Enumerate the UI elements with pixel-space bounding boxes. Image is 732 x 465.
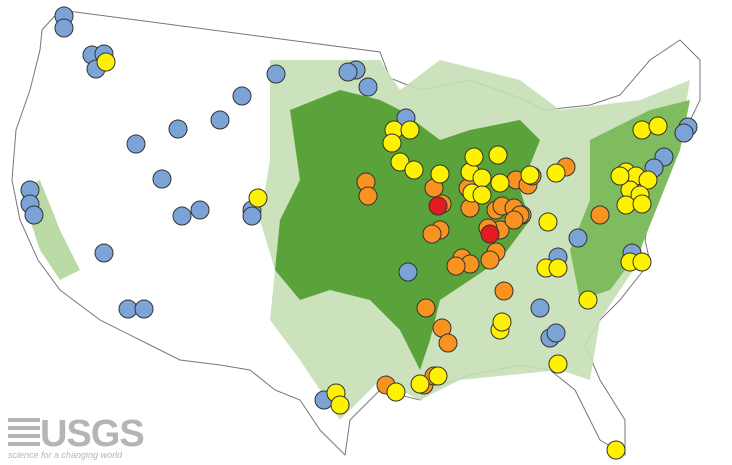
site-marker <box>338 62 358 82</box>
site-marker <box>96 52 116 72</box>
site-marker <box>632 120 652 140</box>
site-marker <box>430 164 450 184</box>
site-marker <box>358 186 378 206</box>
site-marker <box>568 228 588 248</box>
site-marker <box>168 119 188 139</box>
logo: USGS science for a changing world <box>8 413 145 460</box>
site-marker <box>248 188 268 208</box>
site-marker <box>492 312 512 332</box>
logo-name: USGS <box>40 413 144 455</box>
site-marker <box>464 147 484 167</box>
site-marker <box>546 163 566 183</box>
site-marker <box>24 205 44 225</box>
site-marker <box>358 77 378 97</box>
site-marker <box>330 395 350 415</box>
site-marker <box>578 290 598 310</box>
site-marker <box>386 382 406 402</box>
site-marker <box>266 64 286 84</box>
site-marker <box>242 206 262 226</box>
site-marker <box>480 224 500 244</box>
site-marker <box>210 110 230 130</box>
site-marker <box>472 185 492 205</box>
site-marker <box>410 374 430 394</box>
site-marker <box>548 354 568 374</box>
site-marker <box>428 366 448 386</box>
site-marker <box>490 173 510 193</box>
site-marker <box>674 123 694 143</box>
logo-tagline: science for a changing world <box>8 450 123 460</box>
site-marker <box>232 86 252 106</box>
site-marker <box>480 250 500 270</box>
site-markers <box>20 6 698 460</box>
site-marker <box>548 258 568 278</box>
site-marker <box>546 323 566 343</box>
site-marker <box>632 252 652 272</box>
site-marker <box>538 212 558 232</box>
site-marker <box>400 120 420 140</box>
site-marker <box>610 166 630 186</box>
logo-mark <box>8 418 40 446</box>
site-marker <box>494 281 514 301</box>
site-marker <box>616 195 636 215</box>
site-marker <box>638 170 658 190</box>
site-marker <box>118 299 138 319</box>
site-marker <box>590 205 610 225</box>
site-marker <box>94 243 114 263</box>
site-marker <box>606 440 626 460</box>
site-marker <box>422 224 442 244</box>
site-marker <box>54 18 74 38</box>
site-marker <box>632 194 652 214</box>
site-marker <box>520 165 540 185</box>
site-marker <box>172 206 192 226</box>
site-marker <box>446 256 466 276</box>
site-marker <box>428 196 448 216</box>
site-marker <box>438 333 458 353</box>
site-marker <box>404 160 424 180</box>
site-marker <box>152 169 172 189</box>
site-marker <box>382 133 402 153</box>
site-marker <box>416 298 436 318</box>
site-marker <box>190 200 210 220</box>
site-marker <box>648 116 668 136</box>
site-marker <box>504 210 524 230</box>
site-marker <box>126 134 146 154</box>
site-marker <box>488 145 508 165</box>
site-marker <box>530 298 550 318</box>
site-marker <box>398 262 418 282</box>
site-marker <box>134 299 154 319</box>
